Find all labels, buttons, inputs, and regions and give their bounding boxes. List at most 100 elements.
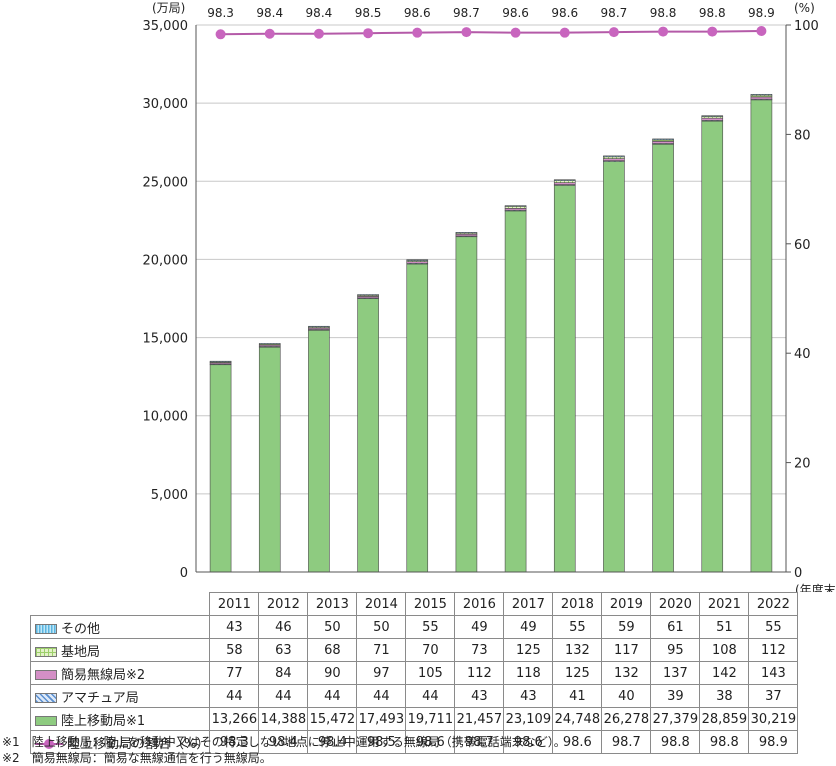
table-cell: 15,472 — [308, 708, 357, 731]
table-cell: 28,859 — [700, 708, 749, 731]
bar-segment-other — [456, 232, 477, 233]
table-cell: 132 — [553, 639, 602, 662]
legend-entry: アマチュア局 — [31, 685, 210, 708]
category-label: 2018 — [553, 593, 602, 616]
percent-label: 98.9 — [748, 6, 775, 20]
bar-segment-land-mobile — [210, 365, 231, 572]
percent-point — [363, 28, 373, 38]
table-cell: 19,711 — [406, 708, 455, 731]
table-cell: 40 — [602, 685, 651, 708]
table-corner — [31, 593, 210, 616]
table-cell: 137 — [651, 662, 700, 685]
table-cell: 49 — [455, 616, 504, 639]
percent-label: 98.6 — [502, 6, 529, 20]
y-tick-label-left: 35,000 — [143, 19, 189, 34]
percent-label: 98.4 — [306, 6, 333, 20]
table-cell: 98.9 — [749, 731, 798, 754]
bar-segment-other — [407, 260, 428, 261]
table-cell: 51 — [700, 616, 749, 639]
percent-point — [412, 28, 422, 38]
bar-segment-land-mobile — [505, 211, 526, 572]
legend-swatch — [35, 624, 57, 634]
table-cell: 39 — [651, 685, 700, 708]
table-cell: 90 — [308, 662, 357, 685]
bar-segment-simple-radio — [751, 97, 772, 99]
table-cell: 14,388 — [259, 708, 308, 731]
legend-entry: 陸上移動局※1 — [31, 708, 210, 731]
bar-segment-other — [702, 116, 723, 117]
table-cell: 61 — [651, 616, 700, 639]
table-cell: 63 — [259, 639, 308, 662]
percent-label: 98.6 — [404, 6, 431, 20]
bar-segment-other — [603, 156, 624, 157]
table-cell: 37 — [749, 685, 798, 708]
gridlines — [196, 25, 786, 494]
category-label: 2013 — [308, 593, 357, 616]
category-label: 2017 — [504, 593, 553, 616]
percent-point — [560, 28, 570, 38]
left-axis-unit: (万局) — [152, 1, 185, 15]
percent-point — [461, 27, 471, 37]
footnote-2: ※2 簡易無線局：簡易な無線通信を行う無線局。 — [2, 750, 566, 766]
y-tick-label-left: 10,000 — [143, 410, 189, 425]
table-cell: 26,278 — [602, 708, 651, 731]
bar-segment-simple-radio — [653, 141, 674, 143]
category-label: 2021 — [700, 593, 749, 616]
table-cell: 55 — [406, 616, 455, 639]
table-cell: 30,219 — [749, 708, 798, 731]
percent-line-path — [221, 31, 762, 34]
table-cell: 105 — [406, 662, 455, 685]
table-cell: 55 — [553, 616, 602, 639]
y-tick-label-right: 40 — [794, 347, 811, 362]
bar-segment-other — [653, 139, 674, 140]
bar-segment-other — [308, 326, 329, 327]
bar-segment-other — [751, 94, 772, 95]
legend-label: 陸上移動局※1 — [61, 714, 145, 729]
bar-segment-land-mobile — [554, 185, 575, 572]
bar-segment-land-mobile — [653, 144, 674, 572]
table-cell: 50 — [308, 616, 357, 639]
table-cell: 68 — [308, 639, 357, 662]
bar-segment-other — [554, 180, 575, 181]
table-cell: 44 — [357, 685, 406, 708]
y-tick-label-left: 30,000 — [143, 97, 189, 112]
bar-segment-land-mobile — [308, 330, 329, 572]
table-cell: 117 — [602, 639, 651, 662]
table-cell: 46 — [259, 616, 308, 639]
table-cell: 21,457 — [455, 708, 504, 731]
table-cell: 13,266 — [210, 708, 259, 731]
percent-point — [511, 28, 521, 38]
bars — [210, 94, 772, 572]
bar-segment-land-mobile — [603, 161, 624, 572]
table-cell: 98.8 — [700, 731, 749, 754]
table-cell: 44 — [210, 685, 259, 708]
y-tick-label-left: 5,000 — [151, 488, 188, 503]
table-cell: 71 — [357, 639, 406, 662]
percent-point — [756, 26, 766, 36]
axes: 05,00010,00015,00020,00025,00030,00035,0… — [143, 1, 836, 592]
legend-label: 基地局 — [61, 645, 100, 660]
y-tick-label-left: 25,000 — [143, 175, 189, 190]
bar-segment-other — [259, 343, 280, 344]
right-axis-unit: (%) — [794, 1, 815, 15]
bar-segment-land-mobile — [259, 347, 280, 572]
table-cell: 50 — [357, 616, 406, 639]
y-tick-label-left: 15,000 — [143, 332, 189, 347]
bar-segment-base-station — [554, 181, 575, 183]
footnote-1: ※1 陸上移動局：陸上を移動中又はその特定しない地点に停止中運用する無線局（携帯… — [2, 734, 566, 750]
table-cell: 95 — [651, 639, 700, 662]
table-cell: 43 — [210, 616, 259, 639]
category-label: 2012 — [259, 593, 308, 616]
percent-point — [707, 27, 717, 37]
percent-point — [265, 29, 275, 39]
percent-label: 98.3 — [207, 6, 234, 20]
table-cell: 23,109 — [504, 708, 553, 731]
percent-label: 98.5 — [355, 6, 382, 20]
category-label: 2016 — [455, 593, 504, 616]
